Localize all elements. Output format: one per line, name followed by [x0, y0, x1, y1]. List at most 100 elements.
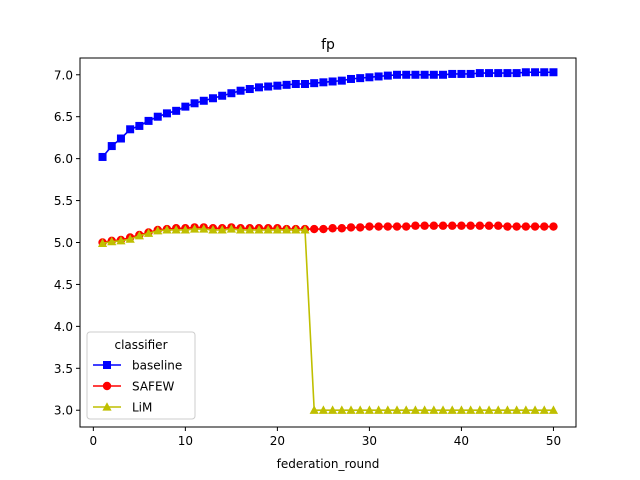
data-point-lim: [346, 405, 356, 414]
x-axis: 0 10 20 30 40 50: [90, 427, 561, 448]
data-point-lim: [226, 224, 236, 233]
data-point-baseline: [135, 121, 144, 130]
data-point-lim: [401, 405, 411, 414]
data-point-baseline: [144, 116, 153, 125]
data-point-baseline: [512, 69, 521, 78]
x-axis-label: federation_round: [277, 457, 380, 471]
data-point-safew: [438, 221, 448, 230]
y-axis: 3.0 3.5 4.0 4.5 5.0 5.5 6.0 6.5 7.0: [54, 68, 80, 418]
data-point-lim: [355, 405, 365, 414]
data-point-baseline: [485, 69, 494, 78]
series-layer: [97, 68, 559, 414]
data-point-safew: [540, 222, 549, 231]
data-point-safew: [411, 221, 420, 230]
data-point-lim: [530, 405, 540, 414]
data-point-baseline: [319, 78, 328, 87]
data-point-baseline: [383, 71, 392, 80]
data-point-safew: [549, 222, 558, 231]
data-point-lim: [272, 225, 282, 234]
data-point-baseline: [218, 91, 227, 100]
data-point-lim: [420, 405, 430, 414]
data-point-lim: [116, 236, 126, 245]
data-point-safew: [466, 221, 475, 230]
data-point-baseline: [208, 94, 217, 103]
data-point-safew: [484, 221, 494, 230]
data-point-safew: [512, 222, 521, 231]
data-point-lim: [392, 405, 402, 414]
data-point-lim: [134, 230, 144, 240]
data-point-baseline: [521, 68, 530, 77]
data-point-baseline: [254, 83, 263, 92]
data-point-baseline: [162, 109, 171, 118]
data-point-baseline: [245, 85, 254, 94]
data-point-lim: [502, 405, 513, 414]
data-point-safew: [494, 221, 503, 230]
data-point-lim: [180, 225, 190, 234]
data-point-lim: [410, 405, 421, 414]
data-point-baseline: [393, 70, 402, 79]
data-point-lim: [309, 405, 319, 414]
data-point-baseline: [531, 68, 540, 77]
data-point-lim: [143, 228, 154, 237]
data-point-safew: [328, 224, 337, 233]
data-point-baseline: [402, 70, 411, 79]
data-point-lim: [107, 236, 117, 246]
data-point-lim: [466, 405, 476, 414]
data-point-baseline: [190, 99, 199, 108]
y-tick-label: 4.0: [54, 320, 73, 334]
data-point-baseline: [374, 72, 383, 81]
y-tick-label: 6.5: [54, 110, 73, 124]
data-point-safew: [402, 222, 411, 231]
data-point-lim: [521, 405, 531, 414]
data-point-safew: [503, 222, 512, 231]
data-point-baseline: [328, 77, 337, 86]
x-tick-label: 0: [90, 434, 98, 448]
data-point-baseline: [356, 74, 365, 83]
y-tick-label: 3.0: [54, 404, 73, 418]
data-point-baseline: [439, 70, 448, 79]
data-point-safew: [420, 221, 429, 230]
data-point-lim: [235, 225, 246, 234]
data-point-safew: [365, 222, 374, 231]
data-point-baseline: [365, 73, 374, 82]
data-point-baseline: [347, 74, 356, 83]
data-point-baseline: [448, 69, 457, 78]
y-tick-label: 3.5: [54, 362, 73, 376]
data-point-safew: [383, 222, 393, 231]
data-point-lim: [263, 225, 273, 234]
data-point-baseline: [181, 102, 190, 111]
data-point-lim: [318, 405, 328, 414]
legend-label: LiM: [132, 401, 152, 415]
data-point-baseline: [457, 69, 466, 78]
data-point-baseline: [411, 70, 420, 79]
data-point-safew: [319, 224, 328, 234]
data-point-baseline: [172, 106, 181, 115]
data-point-safew: [356, 223, 365, 232]
y-tick-label: 7.0: [54, 68, 73, 82]
data-point-baseline: [310, 79, 319, 88]
legend-marker-baseline: [103, 361, 111, 369]
data-point-lim: [97, 238, 108, 247]
data-point-safew: [475, 221, 485, 230]
legend-box: [86, 331, 196, 420]
data-point-baseline: [227, 89, 236, 98]
data-point-safew: [337, 224, 347, 233]
x-tick-label: 40: [454, 434, 469, 448]
data-point-baseline: [494, 69, 503, 78]
data-point-baseline: [153, 112, 162, 121]
data-point-safew: [521, 222, 531, 231]
x-tick-label: 50: [546, 434, 561, 448]
data-point-baseline: [475, 69, 484, 78]
data-point-lim: [539, 405, 549, 414]
data-point-lim: [300, 225, 310, 234]
data-point-lim: [475, 405, 485, 414]
data-point-baseline: [466, 69, 475, 78]
y-tick-label: 5.5: [54, 194, 73, 208]
data-point-lim: [456, 405, 467, 414]
data-point-lim: [153, 225, 163, 235]
data-point-baseline: [503, 69, 512, 78]
data-point-safew: [392, 222, 402, 231]
data-point-lim: [548, 405, 559, 414]
data-point-lim: [199, 224, 209, 233]
